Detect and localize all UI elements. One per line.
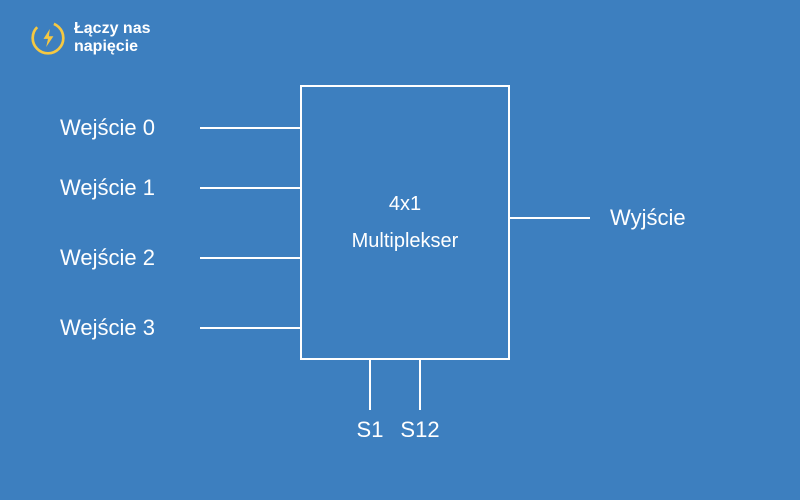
- multiplexer-box: 4x1 Multiplekser: [300, 85, 510, 360]
- input-wire-0: [200, 127, 300, 129]
- select-wire-1: [419, 360, 421, 410]
- brand-text-line1: Łączy nas: [74, 20, 150, 38]
- select-label-1: S12: [400, 417, 439, 443]
- input-label-3: Wejście 3: [60, 315, 155, 341]
- input-label-2: Wejście 2: [60, 245, 155, 271]
- brand-text: Łączy nas napięcie: [74, 20, 150, 55]
- output-label: Wyjście: [610, 205, 686, 231]
- box-line1: 4x1: [389, 193, 421, 216]
- brand-logo: Łączy nas napięcie: [30, 20, 150, 56]
- input-wire-1: [200, 187, 300, 189]
- input-wire-3: [200, 327, 300, 329]
- box-line2: Multiplekser: [352, 230, 459, 253]
- bolt-circle-icon: [30, 20, 66, 56]
- select-wire-0: [369, 360, 371, 410]
- brand-text-line2: napięcie: [74, 38, 150, 56]
- select-label-0: S1: [357, 417, 384, 443]
- input-wire-2: [200, 257, 300, 259]
- diagram-canvas: Łączy nas napięcie 4x1 Multiplekser Wejś…: [0, 0, 800, 500]
- input-label-1: Wejście 1: [60, 175, 155, 201]
- output-wire: [510, 217, 590, 219]
- input-label-0: Wejście 0: [60, 115, 155, 141]
